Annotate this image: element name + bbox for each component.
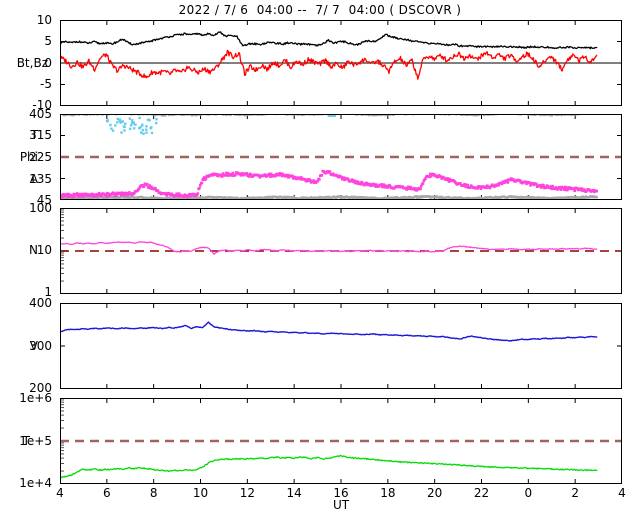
x-tick-0: 0	[524, 486, 533, 500]
page-title: 2022 / 7/ 6 04:00 -- 7/ 7 04:00 ( DSCOVR…	[178, 3, 462, 17]
panel-density	[60, 208, 622, 294]
x-tick-10: 10	[192, 486, 209, 500]
ytick-n-10: 10	[36, 243, 52, 257]
ytick-bt-0: 0	[44, 56, 52, 70]
panel-phi-theta	[60, 114, 622, 200]
ytick-bt-5: 5	[44, 34, 52, 48]
x-tick-4: 4	[618, 486, 626, 500]
x-tick-20: 20	[427, 486, 443, 500]
panel-bt-bz-ylabel: Bt,Bz	[16, 56, 48, 70]
ytick-v-200: 200	[29, 381, 52, 395]
x-axis-label: UT	[332, 498, 350, 512]
panel-temperature-ylabel: T	[22, 434, 30, 448]
x-tick-16: 16	[333, 486, 349, 500]
x-tick-8: 8	[149, 486, 158, 500]
ytick-t-1e6: 1e+6	[19, 391, 52, 405]
ytick-bt-m5: -5	[40, 77, 52, 91]
ytick-phi-45: 45	[36, 193, 52, 207]
panel-phi-ylabel-T: T	[30, 128, 38, 142]
x-tick-14: 14	[286, 486, 302, 500]
x-tick-22: 22	[473, 486, 490, 500]
x-tick-2: 2	[571, 486, 579, 500]
ytick-v-300: 300	[29, 339, 52, 353]
ytick-bt-m10: -10	[32, 98, 52, 112]
ytick-n-1: 1	[44, 285, 52, 299]
ytick-phi-405: 405	[29, 107, 52, 121]
panel-density-ylabel: N	[29, 243, 38, 257]
panel-velocity	[60, 303, 622, 389]
ytick-bt-10: 10	[36, 13, 52, 27]
ytick-phi-135: 135	[29, 172, 52, 186]
ytick-t-1e4: 1e+4	[19, 476, 52, 490]
ytick-v-400: 400	[29, 296, 52, 310]
x-tick-12: 12	[239, 486, 255, 500]
panel-bt-bz	[60, 20, 622, 106]
ytick-phi-315: 315	[29, 128, 52, 142]
ytick-t-1e5: 1e+5	[19, 434, 52, 448]
x-tick-4: 4	[56, 486, 64, 500]
panel-phi-ylabel-Phi: Phi	[19, 150, 38, 164]
panel-phi-ylabel-A: A	[29, 172, 38, 186]
panel-temperature	[60, 398, 622, 484]
x-tick-6: 6	[103, 486, 111, 500]
ytick-n-100: 100	[29, 201, 52, 215]
ytick-phi-225: 225	[29, 150, 52, 164]
x-tick-18: 18	[380, 486, 396, 500]
panel-velocity-ylabel: V	[29, 339, 38, 353]
